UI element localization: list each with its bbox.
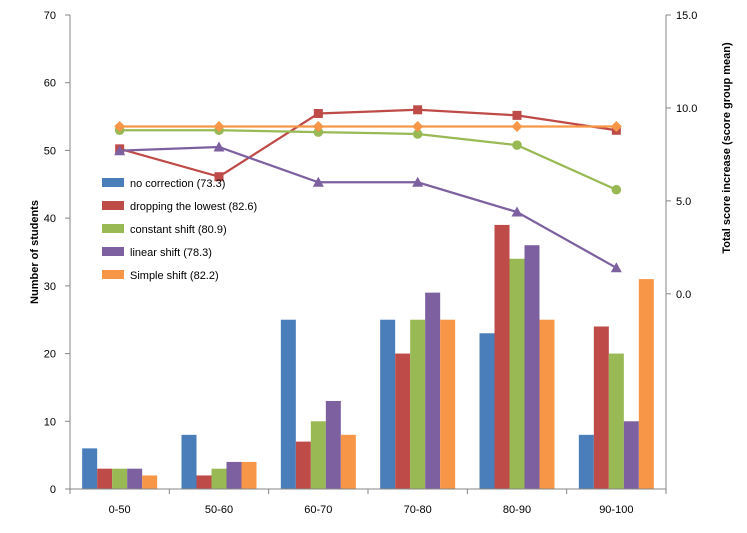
bar <box>608 353 624 489</box>
bar <box>638 279 654 489</box>
x-tick-label: 90-100 <box>599 504 633 516</box>
legend: no correction (73.3) dropping the lowest … <box>102 178 257 282</box>
tick-group: 0 10 20 30 40 50 60 70 0.0 5.0 10.0 15.0 0-50 50-60 60… <box>44 10 698 516</box>
y-tick-label: 70 <box>44 10 56 22</box>
bar <box>196 475 212 489</box>
bar <box>539 319 555 489</box>
y2-tick-label: 15.0 <box>676 10 697 22</box>
series-line <box>119 129 617 191</box>
y-tick-label: 60 <box>44 78 56 90</box>
x-tick-label: 80-90 <box>503 504 531 516</box>
bar <box>280 319 296 489</box>
bar <box>211 468 227 489</box>
bar <box>395 353 411 489</box>
bar <box>340 434 356 489</box>
x-tick-label: 50-60 <box>205 504 233 516</box>
y-tick-label: 40 <box>44 213 56 225</box>
y-tick-label: 50 <box>44 145 56 157</box>
y2-tick-label: 5.0 <box>676 196 691 208</box>
bar-group <box>82 224 654 489</box>
line-point <box>412 129 423 139</box>
bar <box>509 258 525 489</box>
line-point <box>214 172 224 182</box>
bar <box>97 468 113 489</box>
x-tick-label: 60-70 <box>304 504 332 516</box>
bar <box>325 400 341 489</box>
bar <box>623 421 639 489</box>
bar <box>127 468 143 489</box>
bar <box>295 441 311 489</box>
bar <box>440 319 456 489</box>
line-point <box>213 141 225 152</box>
y-tick-label: 0 <box>50 484 56 496</box>
bar <box>494 224 510 489</box>
bar <box>380 319 396 489</box>
legend-swatch <box>102 224 124 233</box>
line-point <box>312 121 324 133</box>
line-point <box>610 262 622 273</box>
line-point <box>412 176 424 187</box>
bar <box>593 326 609 489</box>
line-point <box>611 184 622 195</box>
bar <box>310 421 326 489</box>
series-line <box>119 108 617 178</box>
y2-tick-label: 0.0 <box>676 289 691 301</box>
y-tick-label: 10 <box>44 416 56 428</box>
line-point <box>413 105 423 115</box>
bar <box>241 461 257 489</box>
legend-swatch <box>102 247 124 256</box>
line-point <box>412 121 424 133</box>
line-group <box>114 105 622 273</box>
line-point <box>312 176 324 187</box>
line-point <box>313 127 324 137</box>
line-point <box>512 140 522 150</box>
x-tick-label: 0-50 <box>109 504 131 516</box>
y-tick-label: 20 <box>44 349 56 361</box>
legend-label: dropping the lowest (82.6) <box>130 201 257 213</box>
line-point <box>213 121 225 133</box>
bar <box>524 245 540 489</box>
y2-tick-label: 10.0 <box>676 103 697 115</box>
line-point <box>114 121 126 133</box>
y-tick-label: 30 <box>44 281 56 293</box>
legend-label: Simple shift (82.2) <box>130 270 219 282</box>
line-point <box>512 110 522 120</box>
bar <box>479 333 495 489</box>
bar <box>226 461 242 489</box>
line-point <box>511 121 523 133</box>
bar <box>142 475 158 489</box>
y2-axis-title: Total score increase (score group mean) <box>721 42 733 254</box>
legend-label: linear shift (78.3) <box>130 247 212 259</box>
x-tick-label: 70-80 <box>404 504 432 516</box>
legend-swatch <box>102 178 124 187</box>
line-point <box>114 145 126 156</box>
line-point <box>511 206 523 217</box>
line-point <box>313 109 323 119</box>
bar <box>82 448 98 489</box>
legend-label: constant shift (80.9) <box>130 224 227 236</box>
bar <box>410 319 426 489</box>
bar <box>578 434 594 489</box>
bar <box>425 292 441 489</box>
bar <box>181 434 197 489</box>
legend-swatch <box>102 201 124 210</box>
line-point <box>610 121 622 133</box>
legend-swatch <box>102 270 124 279</box>
y-axis-title: Number of students <box>29 200 41 304</box>
series-line <box>119 145 617 269</box>
legend-label: no correction (73.3) <box>130 178 225 190</box>
bar <box>112 468 128 489</box>
